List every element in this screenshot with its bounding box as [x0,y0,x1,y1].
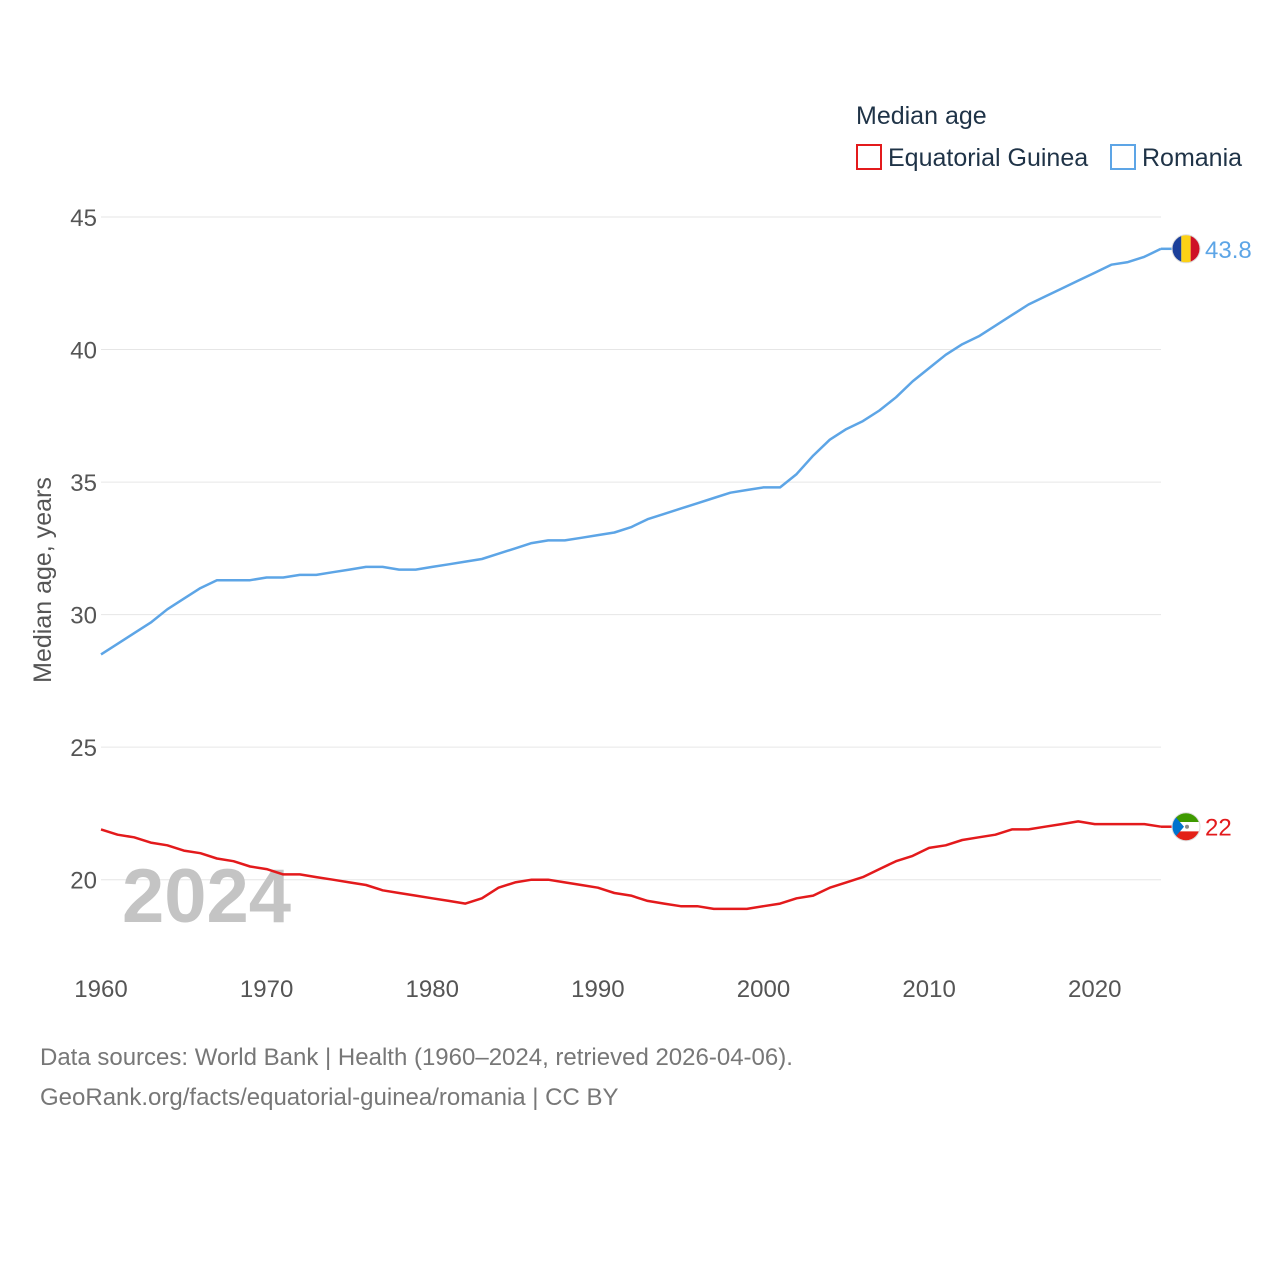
x-tick-label: 1970 [240,976,293,1003]
y-tick-label: 35 [70,470,97,497]
x-tick-label: 2010 [902,976,955,1003]
year-watermark: 2024 [122,854,291,939]
legend-title: Median age [856,102,987,130]
end-value-romania: 43.8 [1205,237,1252,264]
legend-label-equatorial-guinea[interactable]: Equatorial Guinea [888,144,1088,172]
y-tick-label: 25 [70,735,97,762]
y-tick-label: 40 [70,338,97,365]
legend-swatch-equatorial-guinea[interactable] [856,144,882,170]
series-line-equatorial-guinea[interactable] [100,820,1162,911]
y-tick-label: 45 [70,205,97,232]
x-tick-label: 1960 [74,976,127,1003]
series-line-romania[interactable] [100,247,1162,656]
attribution-line: GeoRank.org/facts/equatorial-guinea/roma… [40,1084,619,1111]
legend: Median age Equatorial Guinea Romania [856,102,1242,172]
romania-flag-icon [1171,234,1201,264]
end-markers: 22 43.8 [1161,234,1252,842]
x-tick-label: 1990 [571,976,624,1003]
legend-swatch-romania[interactable] [1110,144,1136,170]
x-axis-ticks: 1960 1970 1980 1990 2000 2010 2020 [74,976,1121,1003]
y-tick-label: 20 [70,868,97,895]
end-value-equatorial-guinea: 22 [1205,815,1232,842]
legend-label-romania[interactable]: Romania [1142,144,1242,172]
x-tick-label: 1980 [406,976,459,1003]
y-axis-label: Median age, years [29,477,57,683]
grid-layer [101,216,1161,881]
equatorial-guinea-flag-icon [1171,812,1201,842]
x-tick-label: 2020 [1068,976,1121,1003]
y-tick-label: 30 [70,603,97,630]
x-tick-label: 2000 [737,976,790,1003]
source-line: Data sources: World Bank | Health (1960–… [40,1044,793,1071]
y-axis-ticks: 20 25 30 35 40 45 [70,205,97,895]
series-layer [100,247,1162,911]
